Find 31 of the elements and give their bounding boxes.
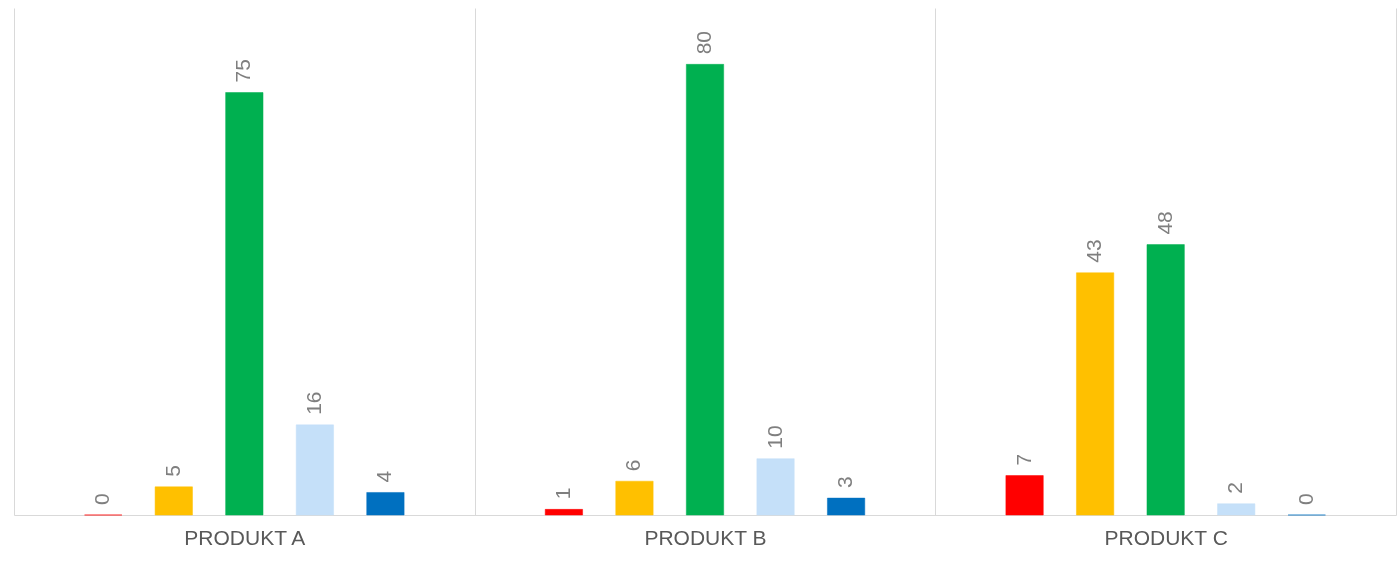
bar bbox=[615, 480, 654, 516]
bar bbox=[1146, 244, 1185, 516]
bar bbox=[827, 497, 866, 516]
bar bbox=[544, 509, 583, 516]
bar bbox=[1217, 503, 1256, 516]
bar bbox=[756, 458, 795, 516]
bar bbox=[295, 424, 334, 516]
bar bbox=[225, 92, 264, 516]
x-tick-label: PRODUKT C bbox=[1104, 525, 1228, 549]
data-label: 1 bbox=[550, 487, 574, 500]
data-label: 3 bbox=[833, 476, 857, 489]
data-label: 48 bbox=[1152, 211, 1176, 235]
data-label: 4 bbox=[372, 470, 396, 483]
bar bbox=[1005, 475, 1044, 516]
x-tick-label: PRODUKT A bbox=[184, 525, 306, 549]
bar bbox=[154, 486, 193, 516]
bar bbox=[366, 492, 405, 516]
data-label: 43 bbox=[1082, 239, 1106, 263]
data-label: 10 bbox=[762, 425, 786, 449]
data-label: 75 bbox=[231, 59, 255, 83]
bar bbox=[686, 64, 724, 516]
data-label: 5 bbox=[160, 465, 184, 477]
data-label: 2 bbox=[1223, 482, 1247, 494]
bar bbox=[1076, 272, 1115, 516]
x-tick-label: PRODUKT B bbox=[644, 525, 767, 549]
data-label: 0 bbox=[1293, 493, 1317, 505]
data-label: 6 bbox=[621, 459, 645, 472]
data-label: 0 bbox=[90, 493, 114, 505]
data-label: 7 bbox=[1011, 453, 1035, 466]
data-label: 16 bbox=[301, 391, 325, 415]
data-label: 80 bbox=[692, 30, 715, 55]
